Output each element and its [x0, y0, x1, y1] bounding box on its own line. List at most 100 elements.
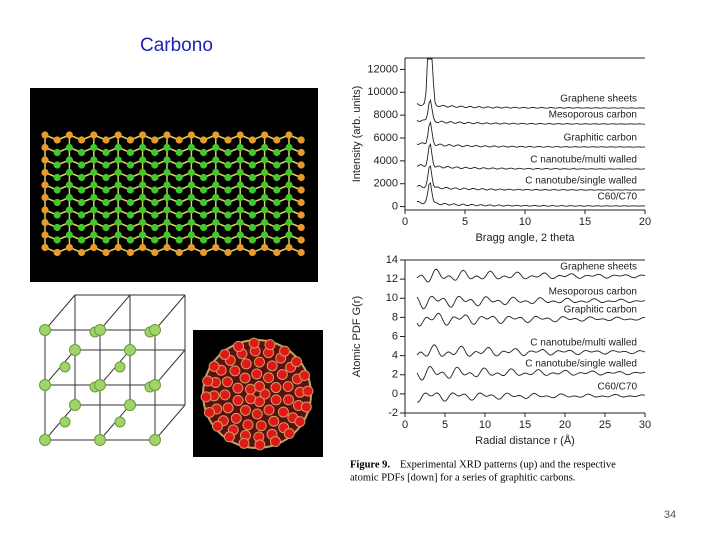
curve-label: C60/C70 [598, 382, 638, 393]
x-axis-label: Radial distance r (Å) [475, 434, 575, 447]
x-tick-label: 15 [519, 419, 531, 431]
y-tick-label: 4 [392, 350, 398, 362]
atom [224, 136, 232, 144]
atom [90, 206, 98, 214]
atom [212, 143, 220, 152]
atom [59, 361, 71, 373]
atom [102, 223, 110, 232]
x-tick-label: 10 [519, 216, 531, 228]
atom [248, 161, 256, 169]
pattern-curve [416, 344, 646, 357]
atom [200, 186, 208, 194]
atom [78, 211, 86, 219]
atom [273, 248, 281, 257]
atom [236, 181, 244, 189]
atom [212, 131, 220, 139]
edge [44, 294, 76, 331]
atom [273, 148, 281, 157]
atom [94, 324, 106, 336]
atom [200, 173, 208, 182]
y-axis-label: Intensity (arb. units) [351, 86, 363, 183]
atom [139, 168, 147, 177]
atom [285, 243, 293, 252]
atom [126, 173, 134, 182]
atom [219, 389, 231, 401]
atom [212, 181, 220, 189]
atom [175, 173, 183, 182]
atom [94, 379, 106, 391]
atom [39, 324, 51, 336]
atom [114, 131, 122, 139]
atom [224, 161, 232, 169]
atom [248, 198, 256, 207]
atom [102, 173, 110, 182]
pattern-curve [416, 182, 646, 207]
atom [232, 382, 244, 394]
atom [269, 436, 281, 448]
atom [41, 181, 49, 189]
x-tick-label: 10 [479, 419, 491, 431]
atom [65, 206, 73, 214]
atom [212, 243, 220, 252]
atom [294, 416, 306, 428]
atom [297, 248, 305, 257]
y-tick-label: 14 [386, 254, 398, 266]
atom [212, 206, 220, 214]
atom [233, 340, 245, 352]
atom [248, 148, 256, 157]
atom [187, 168, 195, 177]
y-tick-label: 8 [392, 311, 398, 323]
atom [253, 356, 265, 368]
atom [114, 181, 122, 189]
atom [200, 136, 208, 144]
atom [266, 360, 278, 372]
atom [285, 218, 293, 227]
atom [240, 358, 252, 370]
pattern-curve [416, 165, 646, 191]
curve-label: C60/C70 [598, 192, 638, 203]
atom [65, 131, 73, 139]
atom [248, 186, 256, 194]
atom [224, 223, 232, 232]
atom [39, 379, 51, 391]
atom [65, 218, 73, 227]
atom [139, 231, 147, 239]
curve-label: Mesoporous carbon [549, 110, 637, 121]
atom [261, 143, 269, 152]
atom [114, 168, 122, 177]
atom [102, 248, 110, 257]
atom [163, 143, 171, 152]
atom [78, 236, 86, 244]
atom [297, 173, 305, 182]
atom [163, 131, 171, 139]
atom [200, 148, 208, 157]
atom [285, 143, 293, 152]
atom [236, 193, 244, 202]
atom [126, 186, 134, 194]
atom [264, 339, 276, 351]
atom [175, 198, 183, 207]
atom [239, 372, 251, 384]
atom [236, 131, 244, 139]
atom [175, 211, 183, 219]
atom [126, 223, 134, 232]
atom [224, 186, 232, 194]
y-tick-label: 0 [392, 200, 398, 212]
y-tick-label: 6000 [374, 132, 398, 144]
atom [78, 198, 86, 207]
atom [163, 206, 171, 214]
atom [151, 173, 159, 182]
atom [297, 211, 305, 219]
atom [41, 156, 49, 164]
atom [114, 218, 122, 227]
atom [102, 161, 110, 169]
atom [126, 161, 134, 169]
atom [41, 131, 49, 139]
curve-label: C nanotube/multi walled [530, 338, 637, 349]
atom [261, 156, 269, 164]
atom [224, 173, 232, 182]
atom [187, 143, 195, 152]
x-tick-label: 30 [639, 419, 651, 431]
pattern-curve [416, 312, 645, 327]
